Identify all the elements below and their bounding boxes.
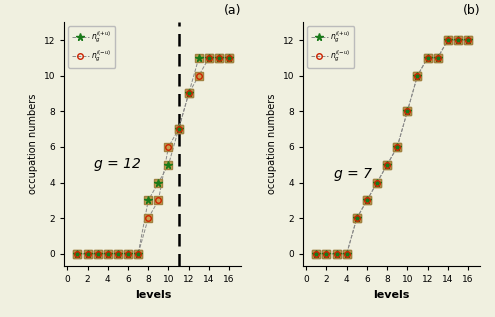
Text: (a): (a) (224, 4, 241, 17)
X-axis label: levels: levels (135, 290, 171, 300)
Y-axis label: occupation numbers: occupation numbers (28, 94, 38, 194)
Text: g = 12: g = 12 (94, 157, 141, 171)
X-axis label: levels: levels (374, 290, 410, 300)
Legend: $n_g^{i(+u)}$, $n_g^{i(-u)}$: $n_g^{i(+u)}$, $n_g^{i(-u)}$ (307, 26, 354, 68)
Y-axis label: occupation numbers: occupation numbers (267, 94, 277, 194)
Legend: $n_g^{i(+u)}$, $n_g^{i(-u)}$: $n_g^{i(+u)}$, $n_g^{i(-u)}$ (68, 26, 115, 68)
Text: g = 7: g = 7 (334, 166, 372, 180)
Text: (b): (b) (462, 4, 480, 17)
